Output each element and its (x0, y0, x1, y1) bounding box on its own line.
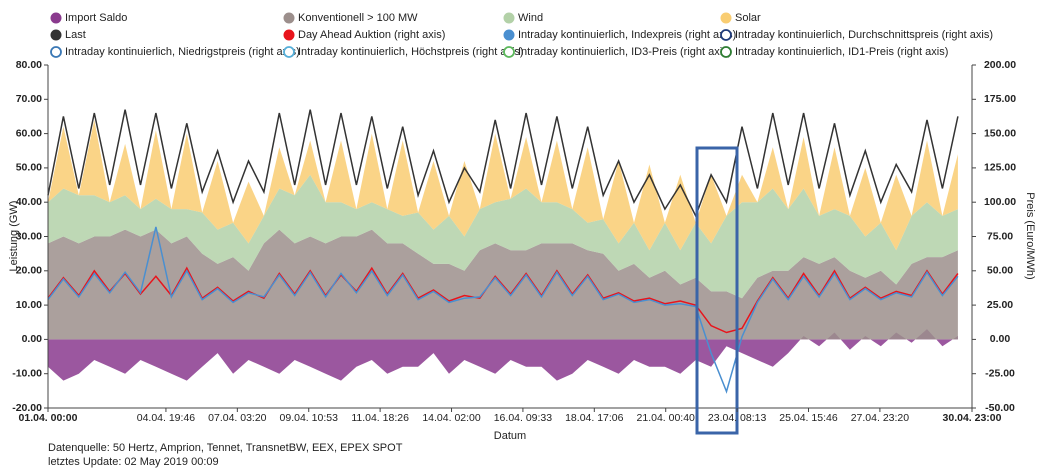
legend-label[interactable]: Day Ahead Auktion (right axis) (298, 29, 445, 41)
y-tick-label: 20.00 (16, 265, 42, 277)
legend-label[interactable]: Intraday kontinuierlich, ID3-Preis (righ… (518, 46, 731, 58)
area (48, 174, 958, 299)
x-tick-label: 30.04. 23:00 (943, 412, 1002, 424)
legend-label[interactable]: Import Saldo (65, 12, 127, 24)
legend-marker[interactable] (503, 46, 515, 58)
y2-tick-label: 25.00 (987, 299, 1013, 311)
y2-tick-label: 175.00 (984, 93, 1016, 105)
y-axis-title: Leistung (GW) (8, 201, 20, 272)
y-tick-label: 10.00 (16, 299, 42, 311)
legend-marker[interactable] (283, 46, 295, 58)
x-tick-label: 21.04. 00:40 (637, 412, 696, 424)
x-tick-label: 23.04. 08:13 (708, 412, 767, 424)
y-tick-label: 60.00 (16, 127, 42, 139)
legend-label[interactable]: Konventionell > 100 MW (298, 12, 418, 24)
x-tick-label: 07.04. 03:20 (208, 412, 267, 424)
highlight-box (695, 146, 739, 435)
legend-label[interactable]: Last (65, 29, 86, 41)
y-tick-label: 80.00 (16, 59, 42, 71)
x-tick-label: 01.04. 00:00 (19, 412, 78, 424)
x-axis-title: Datum (494, 430, 526, 442)
legend-marker[interactable] (50, 29, 62, 41)
area (48, 329, 958, 381)
legend-marker[interactable] (503, 29, 515, 41)
legend-label[interactable]: Intraday kontinuierlich, Indexpreis (rig… (518, 29, 736, 41)
y2-tick-label: 75.00 (987, 230, 1013, 242)
x-tick-label: 14.04. 02:00 (422, 412, 481, 424)
x-tick-label: 16.04. 09:33 (494, 412, 553, 424)
y-tick-label: 40.00 (16, 196, 42, 208)
legend-marker[interactable] (720, 12, 732, 24)
y2-tick-label: 50.00 (987, 265, 1013, 277)
x-tick-label: 09.04. 10:53 (280, 412, 339, 424)
y2-tick-label: -50.00 (985, 402, 1015, 414)
y2-tick-label: 125.00 (984, 162, 1016, 174)
y-tick-label: -10.00 (12, 367, 42, 379)
x-tick-label: 27.04. 23:20 (851, 412, 910, 424)
y2-tick-label: 100.00 (984, 196, 1016, 208)
y2-tick-label: -25.00 (985, 367, 1015, 379)
legend-label[interactable]: Wind (518, 12, 543, 24)
x-tick-label: 25.04. 15:46 (779, 412, 838, 424)
line (47, 226, 959, 394)
legend-marker[interactable] (720, 46, 732, 58)
y-tick-label: -20.00 (12, 402, 42, 414)
y2-tick-label: 150.00 (984, 127, 1016, 139)
area (48, 119, 958, 251)
line (47, 109, 959, 218)
legend-marker[interactable] (50, 12, 62, 24)
y2-axis-title: Preis (Euro/MWh) (1024, 192, 1036, 279)
x-tick-label: 18.04. 17:06 (565, 412, 624, 424)
legend-marker[interactable] (283, 12, 295, 24)
y-tick-label: 30.00 (16, 230, 42, 242)
legend-label[interactable]: Solar (735, 12, 761, 24)
y2-tick-label: 200.00 (984, 59, 1016, 71)
y-tick-label: 50.00 (16, 162, 42, 174)
legend-label[interactable]: Intraday kontinuierlich, Durchschnittspr… (735, 29, 993, 41)
legend-marker[interactable] (503, 12, 515, 24)
line-layer (47, 109, 959, 394)
legend-marker[interactable] (720, 29, 732, 41)
source-note: Datenquelle: 50 Hertz, Amprion, Tennet, … (48, 442, 403, 454)
y-tick-label: 70.00 (16, 93, 42, 105)
x-tick-label: 04.04. 19:46 (137, 412, 196, 424)
legend-label[interactable]: Intraday kontinuierlich, ID1-Preis (righ… (735, 46, 948, 58)
line (47, 266, 959, 334)
update-note: letztes Update: 02 May 2019 00:09 (48, 456, 219, 468)
area-layer (48, 119, 958, 381)
legend-marker[interactable] (50, 46, 62, 58)
legend-label[interactable]: Intraday kontinuierlich, Niedrigstpreis … (65, 46, 300, 58)
legend-label[interactable]: Intraday kontinuierlich, Höchstpreis (ri… (298, 46, 524, 58)
y2-tick-label: 0.00 (990, 333, 1011, 345)
legend-marker[interactable] (283, 29, 295, 41)
y-tick-label: 0.00 (22, 333, 43, 345)
x-tick-label: 11.04. 18:26 (351, 412, 409, 424)
